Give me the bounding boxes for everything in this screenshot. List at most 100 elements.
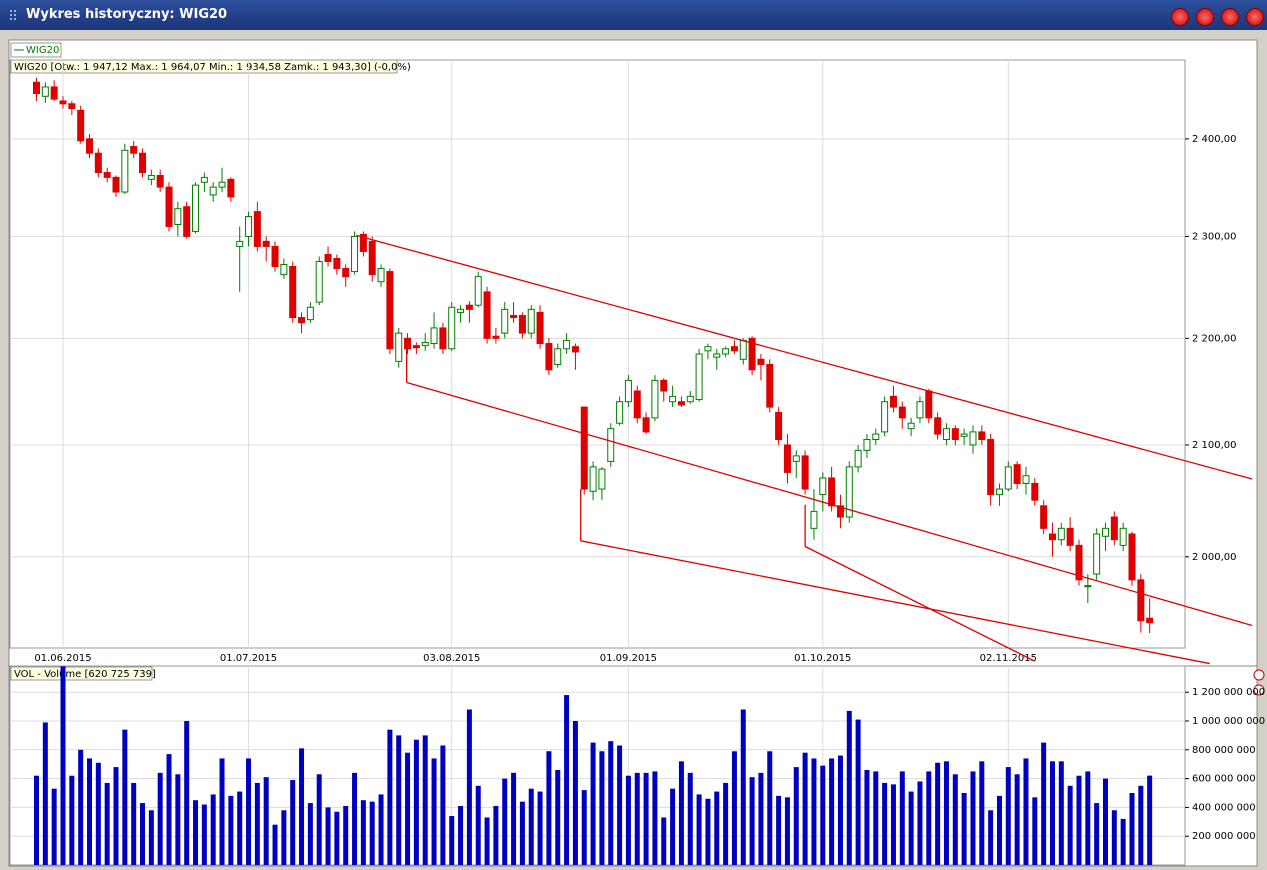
candle-body [253, 211, 261, 247]
volume-bar [705, 798, 711, 865]
volume-bar [784, 797, 790, 865]
volume-bar [60, 666, 66, 865]
volume-bar [413, 739, 419, 865]
volume-bar [696, 794, 702, 865]
volume-bar [749, 777, 755, 865]
candle-body [112, 176, 120, 193]
y-tick-label: 1 200 000 000 [1192, 687, 1265, 698]
volume-bar [157, 772, 163, 865]
volume-bar [935, 762, 941, 865]
candle-body [395, 332, 403, 362]
volume-title: VOL - Volume [620 725 739] [14, 669, 156, 680]
volume-bar [581, 790, 587, 865]
volume-bar [272, 824, 278, 865]
volume-bar [890, 784, 896, 865]
candle-body [907, 422, 915, 430]
candle-body [174, 208, 182, 225]
candle-body [872, 433, 880, 441]
volume-bar [899, 771, 905, 865]
candle-body [545, 343, 553, 371]
volume-bar [926, 771, 932, 865]
candle-body [227, 178, 235, 198]
x-tick-label: 01.10.2015 [794, 653, 851, 664]
candle-body [836, 505, 844, 518]
candle-body [1110, 516, 1118, 541]
volume-bar [484, 817, 490, 865]
volume-bar [970, 771, 976, 865]
volume-bar [767, 751, 773, 865]
candle-body [289, 266, 297, 319]
candle-body [510, 315, 518, 319]
candle-body [828, 477, 836, 507]
volume-bar [617, 745, 623, 865]
volume-bar [201, 804, 207, 865]
candle-body [748, 337, 756, 371]
candle-body [783, 444, 791, 473]
volume-bar [184, 721, 190, 865]
volume-bar [988, 810, 994, 865]
volume-bar [820, 765, 826, 865]
volume-bar [661, 817, 667, 865]
volume-bar [1076, 775, 1082, 865]
volume-bar [396, 735, 402, 865]
candle-body [660, 379, 668, 392]
y-tick-label: 2 200,00 [1192, 333, 1237, 344]
candle-body [386, 271, 394, 350]
x-tick-label: 01.06.2015 [34, 653, 91, 664]
y-tick-label: 200 000 000 [1192, 831, 1256, 842]
volume-bar [95, 762, 101, 865]
volume-bar [316, 774, 322, 865]
candle-body [739, 339, 747, 360]
candle-body [1146, 617, 1154, 624]
candle-body [457, 308, 465, 313]
candle-body [571, 346, 579, 353]
options-icon[interactable] [1253, 684, 1265, 696]
candle-body [1137, 579, 1145, 622]
settings-button[interactable] [1171, 8, 1189, 26]
volume-bar [1049, 761, 1055, 865]
candle-body [342, 268, 350, 278]
volume-bar [1005, 767, 1011, 865]
trend-line [406, 381, 1253, 627]
candle-body [59, 100, 67, 105]
title-bar: Wykres historyczny: WIG20 [0, 0, 1267, 30]
candle-body [642, 417, 650, 433]
candle-body [262, 240, 270, 247]
volume-bar [714, 791, 720, 865]
candle-body [554, 348, 562, 366]
volume-bar [466, 709, 472, 865]
volume-bar [846, 710, 852, 865]
volume-bar [634, 772, 640, 865]
volume-bar [908, 791, 914, 865]
volume-bar [564, 695, 570, 865]
candle-body [236, 240, 244, 247]
volume-bar [405, 752, 411, 865]
candle-body [404, 337, 412, 350]
volume-bar [140, 803, 146, 865]
minimize-button[interactable] [1196, 8, 1214, 26]
maximize-button[interactable] [1221, 8, 1239, 26]
volume-bar [793, 767, 799, 865]
volume-bar [882, 782, 888, 865]
volume-bar [961, 793, 967, 865]
candle-body [995, 488, 1003, 496]
candle-body [598, 468, 606, 490]
candle-body [359, 233, 367, 252]
candle-body [1119, 527, 1127, 546]
candle-body [987, 439, 995, 496]
volume-bar [237, 791, 243, 865]
candle-body [898, 406, 906, 419]
volume-bar [219, 758, 225, 865]
y-tick-label: 2 100,00 [1192, 440, 1237, 451]
close-button[interactable] [1246, 8, 1264, 26]
close-icon[interactable] [1253, 669, 1265, 681]
volume-bar [917, 781, 923, 865]
y-tick-label: 400 000 000 [1192, 802, 1256, 813]
volume-bar [864, 769, 870, 865]
volume-bar [246, 758, 252, 865]
volume-bar [572, 721, 578, 865]
x-tick-label: 03.08.2015 [423, 653, 480, 664]
candle-body [1040, 505, 1048, 529]
volume-bar [148, 810, 154, 865]
candle-body [845, 466, 853, 518]
